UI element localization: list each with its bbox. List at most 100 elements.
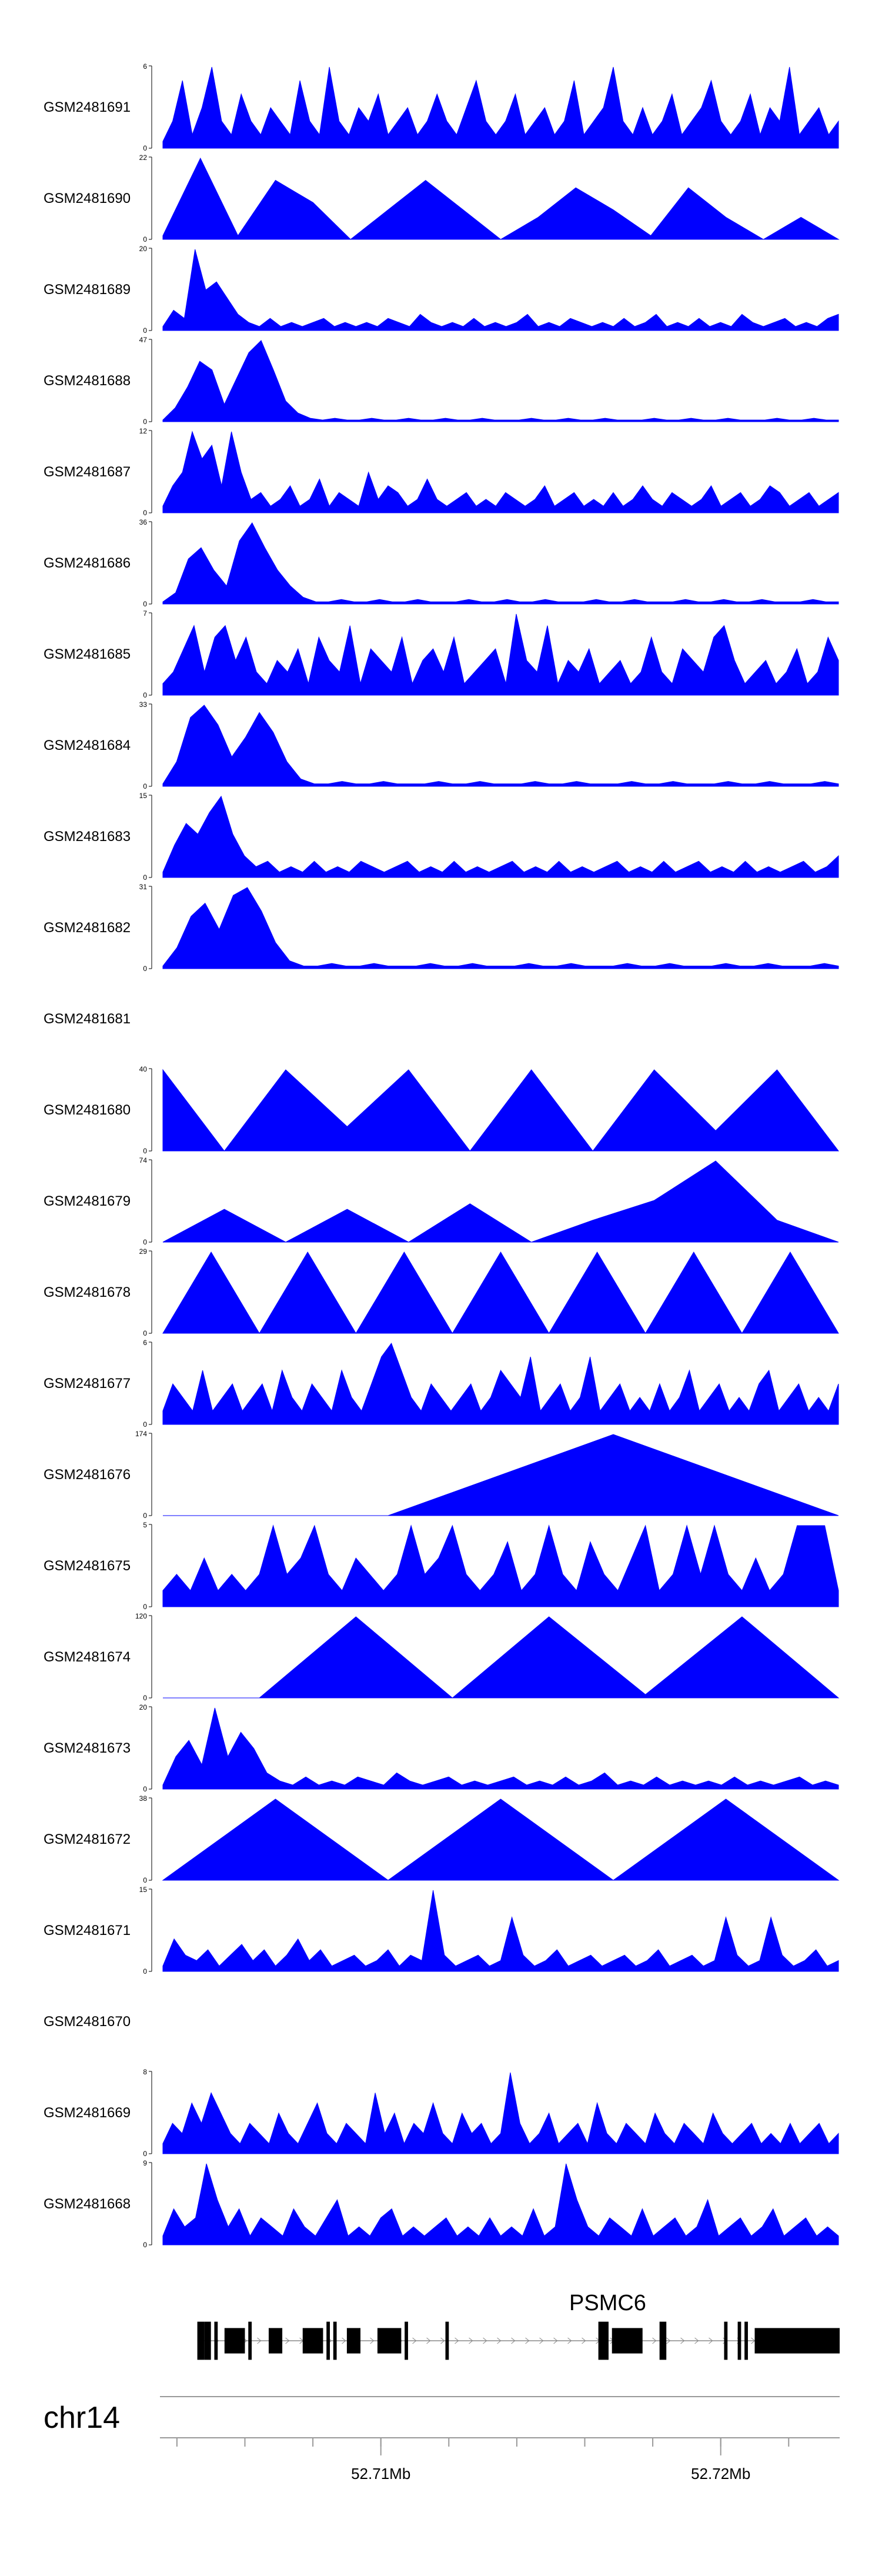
track-GSM2481668: GSM2481668 9 0: [44, 2159, 839, 2249]
track-GSM2481674: GSM2481674 120 0: [44, 1612, 840, 1702]
exon: [724, 2321, 728, 2360]
exon: [598, 2321, 609, 2360]
exon: [204, 2321, 211, 2360]
strand-arrow: [666, 2337, 671, 2344]
track-GSM2481688: GSM2481688 47 0: [44, 336, 839, 426]
y-tick-label-zero: 0: [143, 326, 147, 335]
y-tick-label-zero: 0: [143, 1876, 147, 1884]
coverage-area: [162, 1524, 839, 1607]
exon: [197, 2321, 205, 2360]
exon: [248, 2321, 252, 2360]
strand-arrow: [511, 2337, 516, 2344]
y-tick-label-max: 38: [139, 1794, 148, 1803]
y-tick-label-zero: 0: [143, 782, 147, 790]
track-GSM2481681: GSM2481681: [44, 1011, 131, 1027]
y-tick-label-max: 120: [135, 1612, 147, 1620]
track-GSM2481685: GSM2481685 7 0: [44, 609, 839, 699]
axis-tick-label: 52.72Mb: [691, 2465, 750, 2482]
exon: [659, 2321, 667, 2360]
y-tick-label-max: 8: [143, 2068, 147, 2076]
y-tick-label-zero: 0: [143, 1420, 147, 1429]
exon: [224, 2328, 245, 2354]
y-tick-label-zero: 0: [143, 144, 147, 152]
y-tick-label-zero: 0: [143, 1238, 147, 1246]
track-GSM2481683: GSM2481683 15 0: [44, 792, 839, 882]
track-GSM2481669: GSM2481669 8 0: [44, 2068, 839, 2158]
y-tick-label-max: 15: [139, 1886, 148, 1894]
track-label: GSM2481681: [44, 1011, 131, 1027]
track-label: GSM2481685: [44, 646, 131, 662]
track-GSM2481673: GSM2481673 20 0: [44, 1703, 839, 1793]
y-tick-label-max: 33: [139, 700, 148, 709]
track-GSM2481691: GSM2481691 6 0: [44, 62, 839, 152]
coverage-area: [162, 887, 839, 969]
y-tick-label-zero: 0: [143, 235, 147, 243]
track-GSM2481679: GSM2481679 74 0: [44, 1156, 839, 1246]
track-GSM2481677: GSM2481677 6 0: [44, 1339, 839, 1429]
exon: [326, 2321, 330, 2360]
coverage-area: [162, 1890, 839, 1972]
track-label: GSM2481672: [44, 1831, 131, 1847]
track-label: GSM2481678: [44, 1284, 131, 1300]
exon: [445, 2321, 449, 2360]
coverage-area: [162, 66, 839, 149]
y-tick-label-max: 6: [143, 1339, 147, 1347]
y-tick-label-max: 12: [139, 427, 148, 435]
track-label: GSM2481669: [44, 2105, 131, 2121]
coverage-area: [162, 340, 839, 422]
track-label: GSM2481686: [44, 555, 131, 571]
track-GSM2481686: GSM2481686 36 0: [44, 518, 839, 608]
track-GSM2481678: GSM2481678 29 0: [44, 1247, 839, 1337]
y-tick-label-max: 174: [135, 1430, 147, 1438]
track-label: GSM2481690: [44, 191, 131, 206]
strand-arrow: [455, 2337, 459, 2344]
y-tick-label-zero: 0: [143, 1147, 147, 1155]
y-tick-label-zero: 0: [143, 1511, 147, 1520]
axis-tick-label: 52.71Mb: [351, 2465, 410, 2482]
track-label: GSM2481673: [44, 1740, 131, 1756]
coverage-area: [162, 2072, 839, 2154]
genome-axis: chr14 52.71Mb 52.72Mb: [44, 2396, 840, 2482]
coverage-area: [162, 1342, 839, 1425]
coverage-area: [162, 157, 840, 240]
strand-arrow: [652, 2337, 657, 2344]
exon: [333, 2321, 337, 2360]
coverage-area: [162, 249, 839, 331]
exon: [754, 2328, 840, 2354]
track-label: GSM2481684: [44, 738, 131, 753]
track-GSM2481690: GSM2481690 22 0: [44, 154, 840, 243]
y-tick-label-zero: 0: [143, 418, 147, 426]
y-tick-label-zero: 0: [143, 1785, 147, 1793]
y-tick-label-zero: 0: [143, 691, 147, 699]
coverage-area: [162, 1707, 839, 1790]
track-GSM2481687: GSM2481687 12 0: [44, 427, 839, 517]
track-label: GSM2481674: [44, 1649, 131, 1665]
exon: [302, 2328, 323, 2354]
track-label: GSM2481691: [44, 99, 131, 115]
exon: [405, 2321, 408, 2360]
exon: [346, 2328, 361, 2354]
y-tick-label-max: 40: [139, 1065, 148, 1073]
exon: [268, 2328, 283, 2354]
exon: [744, 2321, 748, 2360]
track-GSM2481671: GSM2481671 15 0: [44, 1886, 839, 1976]
track-label: GSM2481668: [44, 2196, 131, 2212]
track-GSM2481682: GSM2481682 31 0: [44, 883, 839, 973]
y-tick-label-zero: 0: [143, 1967, 147, 1976]
y-tick-label-zero: 0: [143, 2150, 147, 2158]
track-GSM2481689: GSM2481689 20 0: [44, 245, 839, 335]
y-tick-label-zero: 0: [143, 509, 147, 517]
exon: [737, 2321, 741, 2360]
coverage-area: [162, 431, 839, 513]
y-tick-label-max: 22: [139, 154, 148, 162]
y-tick-label-max: 36: [139, 518, 148, 526]
y-tick-label-max: 20: [139, 245, 148, 253]
strand-arrow: [469, 2337, 473, 2344]
strand-arrow: [582, 2337, 586, 2344]
track-label: GSM2481682: [44, 920, 131, 936]
track-label: GSM2481676: [44, 1467, 131, 1483]
y-tick-label-max: 6: [143, 62, 147, 71]
gene-label: PSMC6: [569, 2291, 646, 2315]
coverage-area: [162, 705, 839, 787]
y-tick-label-zero: 0: [143, 1694, 147, 1702]
